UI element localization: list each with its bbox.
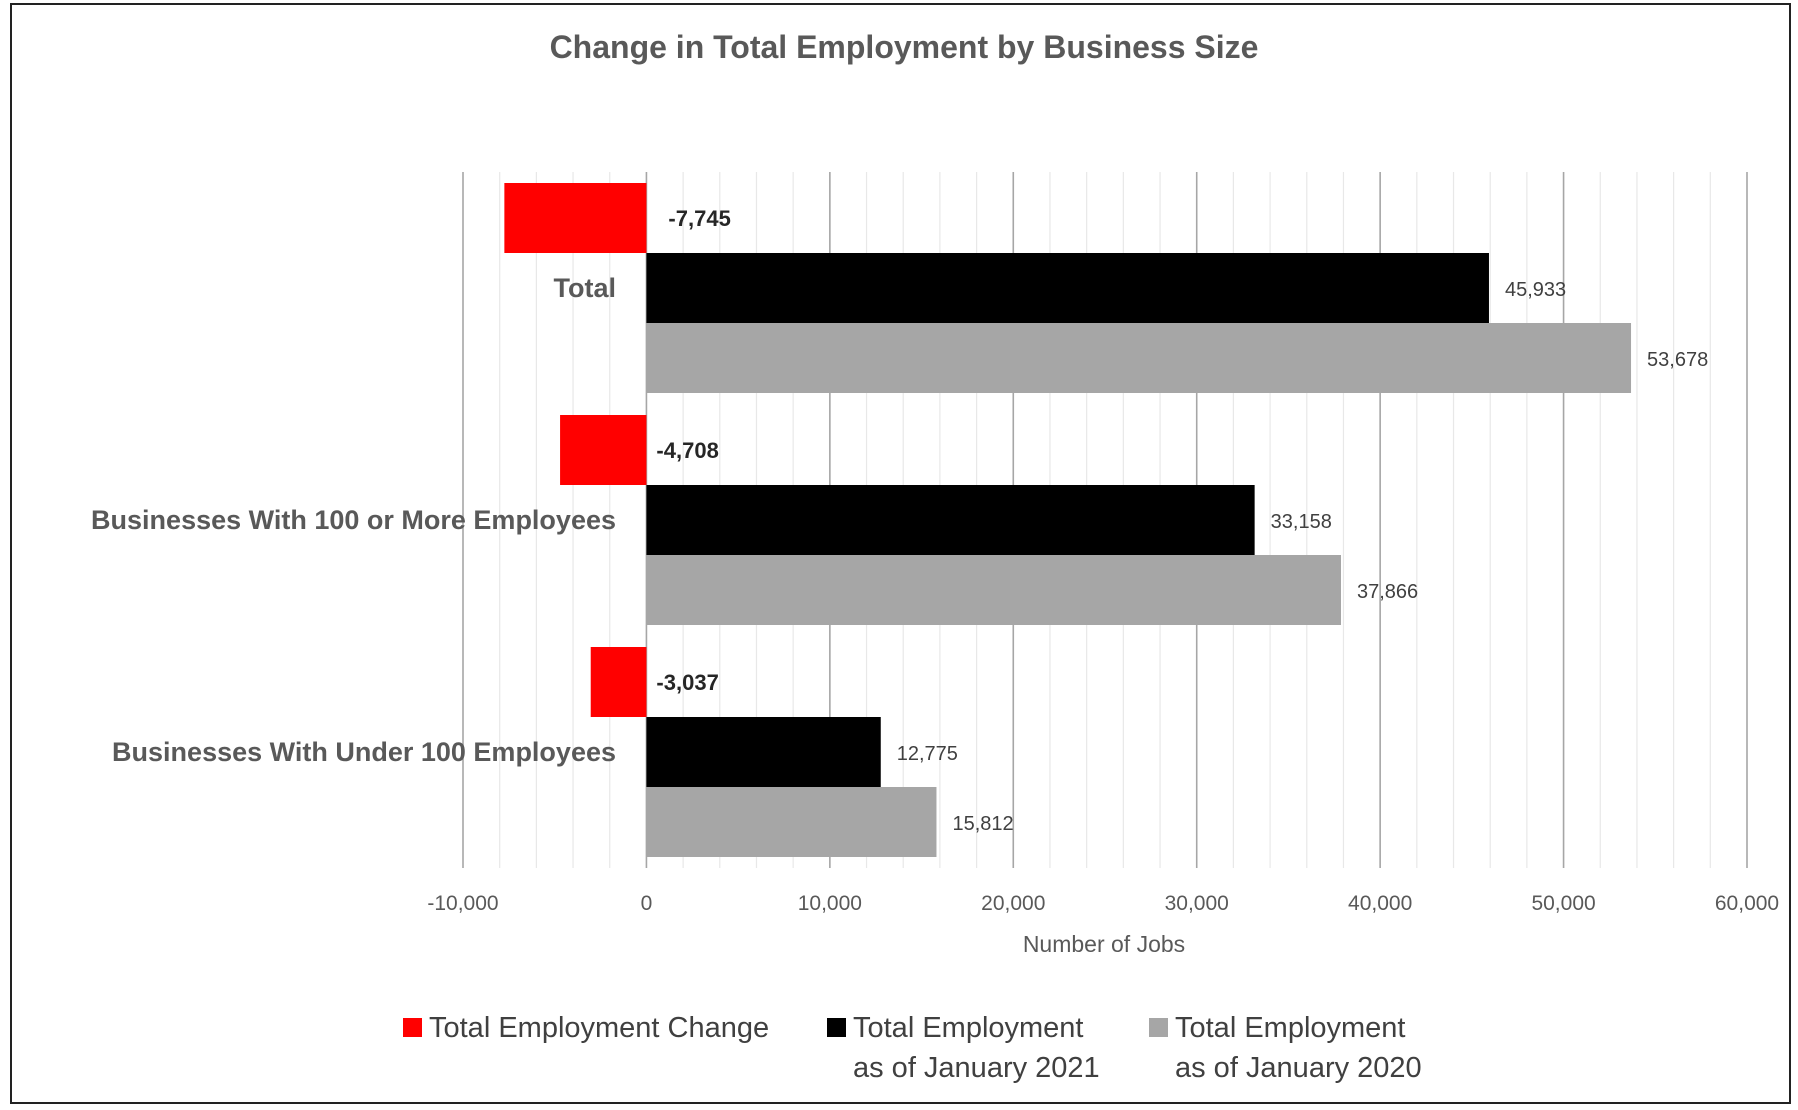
data-label: 53,678 [1647,349,1708,371]
x-tick-label: 60,000 [1715,892,1779,915]
x-tick-label: 10,000 [798,892,862,915]
category-label: Total [554,273,617,303]
legend-swatch [403,1018,422,1037]
legend-label: Total Employment Change [429,1012,769,1044]
x-tick-label: 20,000 [981,892,1045,915]
bar-jan-2021 [646,485,1255,555]
category-label: Businesses With Under 100 Employees [112,737,616,767]
x-tick-label: 40,000 [1348,892,1412,915]
legend: Total Employment Change Total Employment a… [403,1012,1422,1084]
chart-frame [10,3,1791,1104]
x-tick-label: 30,000 [1165,892,1229,915]
data-label: 33,158 [1271,511,1332,533]
data-label: -3,037 [656,670,718,695]
legend-label: Total Employment [853,1012,1084,1044]
bar-jan-2020 [646,787,937,857]
bar-change [560,415,647,485]
data-label: 15,812 [952,813,1013,835]
data-label: 45,933 [1505,279,1566,301]
x-tick-label: 50,000 [1531,892,1595,915]
x-axis-ticks: -10,000 0 10,000 20,000 30,000 40,000 50,000 60… [427,892,1779,915]
legend-label: as of January 2021 [853,1052,1100,1084]
data-label: -4,708 [656,438,718,463]
bar-jan-2020 [646,555,1341,625]
data-label: 37,866 [1357,581,1418,603]
legend-label: as of January 2020 [1175,1052,1422,1084]
legend-swatch [1149,1018,1168,1037]
category-labels: Total Businesses With 100 or More Employe… [91,273,616,767]
x-axis-label: Number of Jobs [1023,931,1185,957]
data-label: 12,775 [897,743,958,765]
x-tick-label: -10,000 [427,892,498,915]
bars: -7,745 45,933 53,678 -4,708 33,158 37,866 -3,0… [504,183,1708,857]
legend-swatch [827,1018,846,1037]
category-label: Businesses With 100 or More Employees [91,505,616,535]
bar-jan-2021 [646,717,881,787]
data-label: -7,745 [668,206,730,231]
bar-change [504,183,647,253]
chart-title: Change in Total Employment by Business S… [550,29,1259,65]
legend-label: Total Employment [1175,1012,1406,1044]
bar-change [590,647,647,717]
bar-jan-2021 [646,253,1489,323]
bar-jan-2020 [646,323,1632,393]
x-tick-label: 0 [641,892,653,915]
